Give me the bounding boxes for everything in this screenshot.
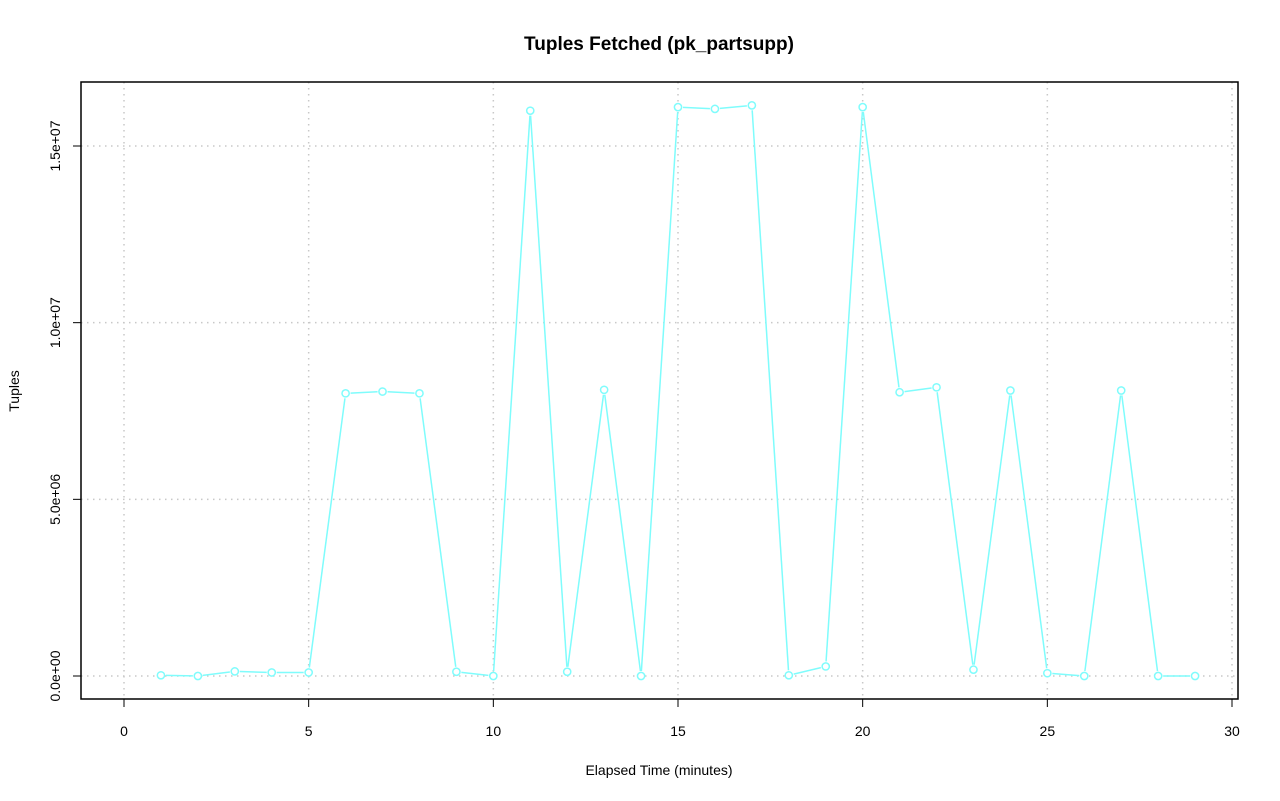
- series-segment: [751, 110, 790, 671]
- data-point: [452, 667, 461, 677]
- series-segment: [825, 112, 864, 662]
- data-point: [969, 665, 978, 674]
- series-segment: [492, 115, 531, 672]
- series-segment: [936, 392, 974, 665]
- series-line: [156, 101, 1200, 681]
- data-point: [1079, 671, 1089, 681]
- data-point: [1006, 386, 1015, 395]
- x-tick-label: 15: [670, 723, 686, 739]
- series-segment: [529, 115, 568, 667]
- data-point: [673, 102, 683, 112]
- data-point: [156, 670, 166, 680]
- data-point: [747, 101, 757, 110]
- chart-title: Tuples Fetched (pk_partsupp): [524, 34, 794, 55]
- series-segment: [973, 395, 1011, 665]
- data-point: [267, 668, 277, 677]
- data-point: [858, 102, 868, 112]
- x-tick-label: 30: [1224, 723, 1240, 739]
- data-point: [488, 671, 498, 681]
- series-segment: [793, 666, 822, 675]
- series-segment: [461, 671, 489, 677]
- series-segment: [202, 671, 230, 677]
- x-tick-label: 20: [855, 723, 871, 739]
- series-segment: [1052, 672, 1080, 677]
- data-point: [562, 667, 572, 677]
- series-segment: [604, 394, 642, 672]
- y-tick-label: 0.0e+00: [47, 650, 63, 701]
- data-point: [193, 671, 203, 681]
- x-tick-label: 0: [120, 723, 128, 739]
- data-point: [378, 387, 387, 396]
- y-tick-label: 1.5e+07: [47, 120, 63, 171]
- series-segment: [682, 106, 710, 110]
- data-point: [1190, 671, 1200, 681]
- data-point: [895, 387, 904, 397]
- data-point: [784, 670, 794, 680]
- data-point: [304, 668, 314, 677]
- series-segment: [239, 670, 267, 674]
- data-point: [821, 662, 831, 671]
- series-segment: [350, 391, 378, 394]
- series-segment: [904, 387, 932, 393]
- series-segment: [1121, 395, 1159, 672]
- series-segment: [387, 391, 415, 394]
- series-segment: [719, 105, 747, 110]
- x-tick-label: 5: [305, 723, 313, 739]
- series-segment: [308, 398, 346, 668]
- y-axis: 0.0e+00 5.0e+06 1.0e+07 1.5e+07: [47, 120, 82, 702]
- data-point: [525, 106, 535, 116]
- data-point: [1116, 386, 1126, 395]
- y-axis-label: Tuples: [6, 370, 22, 412]
- data-point: [636, 671, 646, 681]
- x-tick-label: 10: [486, 723, 502, 739]
- series-segment: [862, 111, 900, 388]
- y-tick-label: 1.0e+07: [47, 297, 63, 348]
- x-axis-label: Elapsed Time (minutes): [585, 762, 732, 778]
- series-segment: [165, 674, 193, 677]
- data-point: [1042, 668, 1052, 678]
- x-axis: 0 5 10 15 20 25 30: [120, 698, 1240, 739]
- data-point: [710, 104, 720, 114]
- series-segment: [640, 112, 679, 672]
- series-segment: [1084, 395, 1122, 672]
- y-tick-label: 5.0e+06: [47, 474, 63, 525]
- data-point: [230, 667, 240, 676]
- series-segment: [1010, 395, 1048, 669]
- data-point: [599, 385, 609, 395]
- x-tick-label: 25: [1040, 723, 1056, 739]
- data-point: [341, 388, 350, 398]
- data-point: [1153, 671, 1163, 681]
- data-point: [415, 388, 424, 398]
- series-segment: [567, 394, 605, 667]
- series-segment: [419, 398, 457, 667]
- data-point: [932, 382, 941, 392]
